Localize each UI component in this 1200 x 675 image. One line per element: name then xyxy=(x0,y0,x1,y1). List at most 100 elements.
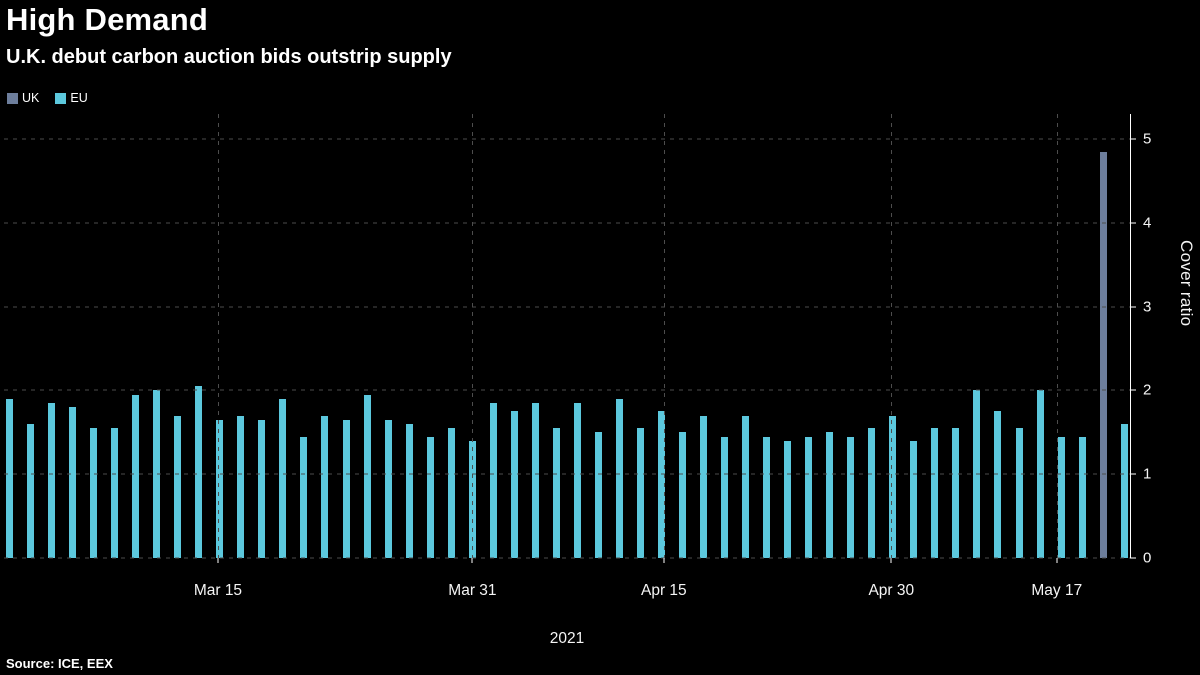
bar-eu xyxy=(426,436,434,558)
chart-legend: UK EU xyxy=(7,91,88,105)
bar-eu xyxy=(573,403,581,558)
bar-eu xyxy=(636,428,644,558)
bar-eu xyxy=(721,436,729,558)
h-gridline xyxy=(4,138,1130,140)
legend-label-uk: UK xyxy=(22,91,40,105)
y-tick-label: 5 xyxy=(1143,130,1152,148)
bar-eu xyxy=(742,415,750,558)
y-tick-mark xyxy=(1130,557,1136,559)
bar-eu xyxy=(510,411,518,558)
bar-eu xyxy=(679,432,686,558)
v-gridline xyxy=(891,114,893,558)
bar-eu xyxy=(763,436,771,558)
h-gridline xyxy=(4,389,1130,391)
bar-eu xyxy=(237,415,245,558)
bar-eu xyxy=(805,436,813,558)
x-tick-label: Mar 15 xyxy=(193,582,243,599)
page-title: High Demand xyxy=(6,2,208,37)
bar-eu xyxy=(826,432,834,558)
y-tick-label: 4 xyxy=(1143,214,1152,232)
x-tick-mark xyxy=(1056,558,1058,563)
v-gridline xyxy=(663,114,665,558)
legend-swatch-eu-icon xyxy=(55,92,67,104)
bar-eu xyxy=(69,407,77,558)
bar-eu xyxy=(48,403,56,558)
bar-eu xyxy=(952,428,960,558)
bar-eu xyxy=(1015,428,1023,558)
x-axis-year-label: 2021 xyxy=(549,630,585,647)
bar-eu xyxy=(195,386,203,558)
v-gridline xyxy=(472,114,474,558)
bar-uk xyxy=(1099,151,1107,558)
bar-eu xyxy=(552,428,560,558)
bar-eu xyxy=(931,428,939,558)
bar-eu xyxy=(847,436,855,558)
y-tick-mark xyxy=(1130,222,1136,224)
bar-eu xyxy=(784,440,792,558)
legend-item-uk: UK xyxy=(7,91,39,105)
v-gridline xyxy=(1056,114,1058,558)
bar-eu xyxy=(27,423,35,558)
h-gridline xyxy=(4,306,1130,308)
x-tick-mark xyxy=(890,558,892,563)
bar-eu xyxy=(300,436,308,558)
y-tick-mark xyxy=(1130,473,1136,475)
bar-eu xyxy=(1078,436,1086,558)
h-gridline xyxy=(4,473,1130,475)
bar-eu xyxy=(594,432,602,558)
bar-eu xyxy=(90,428,98,558)
x-tick-mark xyxy=(471,558,473,563)
x-tick-label: Mar 31 xyxy=(448,582,497,599)
bar-eu xyxy=(531,403,539,558)
bar-eu xyxy=(405,423,413,558)
bar-eu xyxy=(910,440,918,558)
bar-eu xyxy=(321,415,329,558)
y-tick-mark xyxy=(1130,389,1136,391)
bar-eu xyxy=(1120,423,1128,558)
bar-eu xyxy=(700,415,708,558)
y-axis-title: Cover ratio xyxy=(1177,240,1196,327)
bar-eu xyxy=(6,398,13,558)
bar-eu xyxy=(111,428,119,558)
y-tick-label: 3 xyxy=(1143,298,1152,316)
legend-item-eu: EU xyxy=(55,91,88,105)
x-tick-label: Apr 30 xyxy=(868,582,915,599)
y-tick-mark xyxy=(1130,138,1136,140)
y-tick-label: 1 xyxy=(1143,465,1152,483)
bar-eu xyxy=(868,428,876,558)
bar-eu xyxy=(489,403,497,558)
x-tick-mark xyxy=(217,558,219,563)
x-tick-label: May 17 xyxy=(1031,582,1083,599)
legend-label-eu: EU xyxy=(70,91,88,105)
bar-eu xyxy=(889,415,897,558)
bar-eu xyxy=(342,419,350,558)
plot-area xyxy=(4,114,1131,559)
h-gridline xyxy=(4,222,1130,224)
bar-eu xyxy=(657,411,665,558)
v-gridline xyxy=(217,114,219,558)
y-tick-label: 2 xyxy=(1143,381,1152,399)
y-tick-label: 0 xyxy=(1143,549,1152,567)
bar-eu xyxy=(216,419,224,558)
x-tick-label: Apr 15 xyxy=(640,582,687,599)
bar-eu xyxy=(132,394,140,558)
source-note: Source: ICE, EEX xyxy=(6,656,113,671)
h-gridline xyxy=(4,557,1130,559)
bar-eu xyxy=(363,394,371,558)
bar-series xyxy=(4,114,1130,558)
bar-eu xyxy=(1057,436,1065,558)
bar-eu xyxy=(258,419,266,558)
y-axis: 0 1 2 3 4 5 xyxy=(1130,114,1196,567)
bar-eu xyxy=(447,428,455,558)
bar-eu xyxy=(615,398,623,558)
bar-eu xyxy=(468,440,476,558)
bar-eu xyxy=(384,419,392,558)
bar-eu xyxy=(174,415,182,558)
y-tick-mark xyxy=(1130,306,1136,308)
bar-eu xyxy=(994,411,1002,558)
x-tick-mark xyxy=(663,558,665,563)
bar-eu xyxy=(279,398,287,558)
x-axis: Mar 15 Mar 31 Apr 15 Apr 30 May 17 xyxy=(4,558,1130,608)
chart-subtitle: U.K. debut carbon auction bids outstrip … xyxy=(6,46,452,68)
